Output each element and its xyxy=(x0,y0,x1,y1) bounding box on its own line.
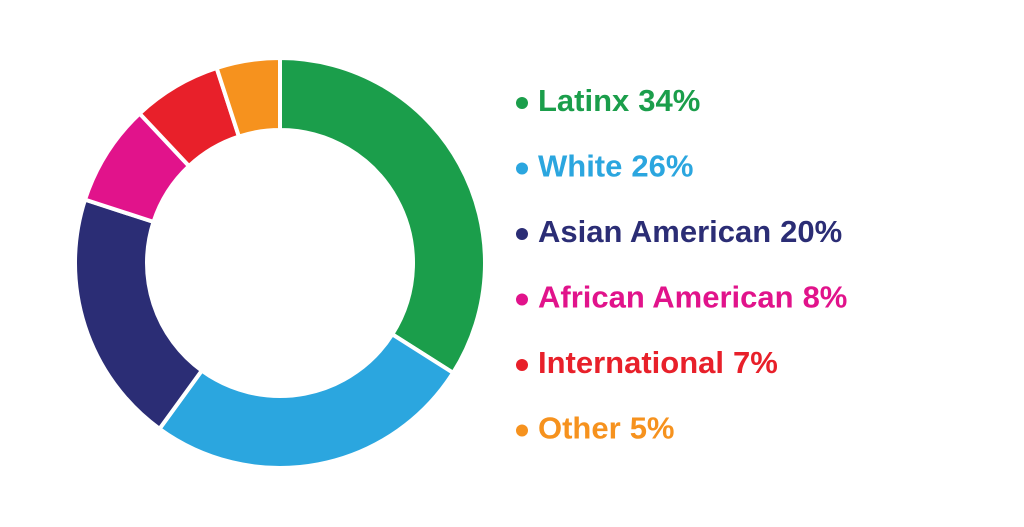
legend-entry: Other 5% xyxy=(516,411,675,446)
legend-label: Other 5% xyxy=(538,411,675,446)
legend-entry: Latinx 34% xyxy=(516,83,700,118)
donut-slice xyxy=(73,197,205,432)
legend-value: 34% xyxy=(638,83,700,118)
legend-name: Other xyxy=(538,411,621,446)
legend-value: 7% xyxy=(733,345,778,380)
legend-bullet xyxy=(516,97,528,109)
legend-name: Latinx xyxy=(538,83,630,118)
legend-label: African American 8% xyxy=(538,280,847,315)
donut-slice xyxy=(278,55,487,376)
legend-label: Latinx 34% xyxy=(538,83,700,118)
legend-bullet xyxy=(516,293,528,306)
legend-bullet xyxy=(516,424,528,437)
legend-entry: Asian American 20% xyxy=(516,214,842,249)
legend-label: International 7% xyxy=(538,345,778,380)
legend-value: 26% xyxy=(631,149,693,184)
legend-value: 20% xyxy=(780,214,842,249)
legend-label: White 26% xyxy=(538,149,693,184)
legend-name: International xyxy=(538,345,724,380)
legend-bullet xyxy=(516,359,528,371)
legend-value: 5% xyxy=(630,411,675,446)
legend-bullet xyxy=(516,162,528,175)
legend-entry: International 7% xyxy=(516,345,778,380)
legend-entry: African American 8% xyxy=(516,280,847,315)
legend-name: Asian American xyxy=(538,214,771,249)
legend-name: African American xyxy=(538,280,794,315)
legend-bullet xyxy=(516,228,528,240)
donut-slice xyxy=(214,55,282,140)
legend-value: 8% xyxy=(803,280,848,315)
legend-entry: White 26% xyxy=(516,149,693,184)
legend-name: White xyxy=(538,149,622,184)
donut-slice xyxy=(156,331,456,470)
legend-label: Asian American 20% xyxy=(538,214,842,249)
